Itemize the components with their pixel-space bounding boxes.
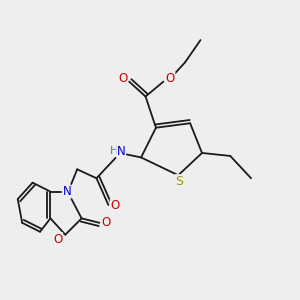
Text: N: N [62,185,71,198]
Text: S: S [175,175,183,188]
Text: O: O [166,72,175,85]
Text: O: O [110,200,120,212]
Text: H: H [110,146,118,157]
Text: O: O [101,216,111,229]
Text: O: O [53,233,62,246]
Text: N: N [117,145,125,158]
Text: O: O [118,72,127,85]
